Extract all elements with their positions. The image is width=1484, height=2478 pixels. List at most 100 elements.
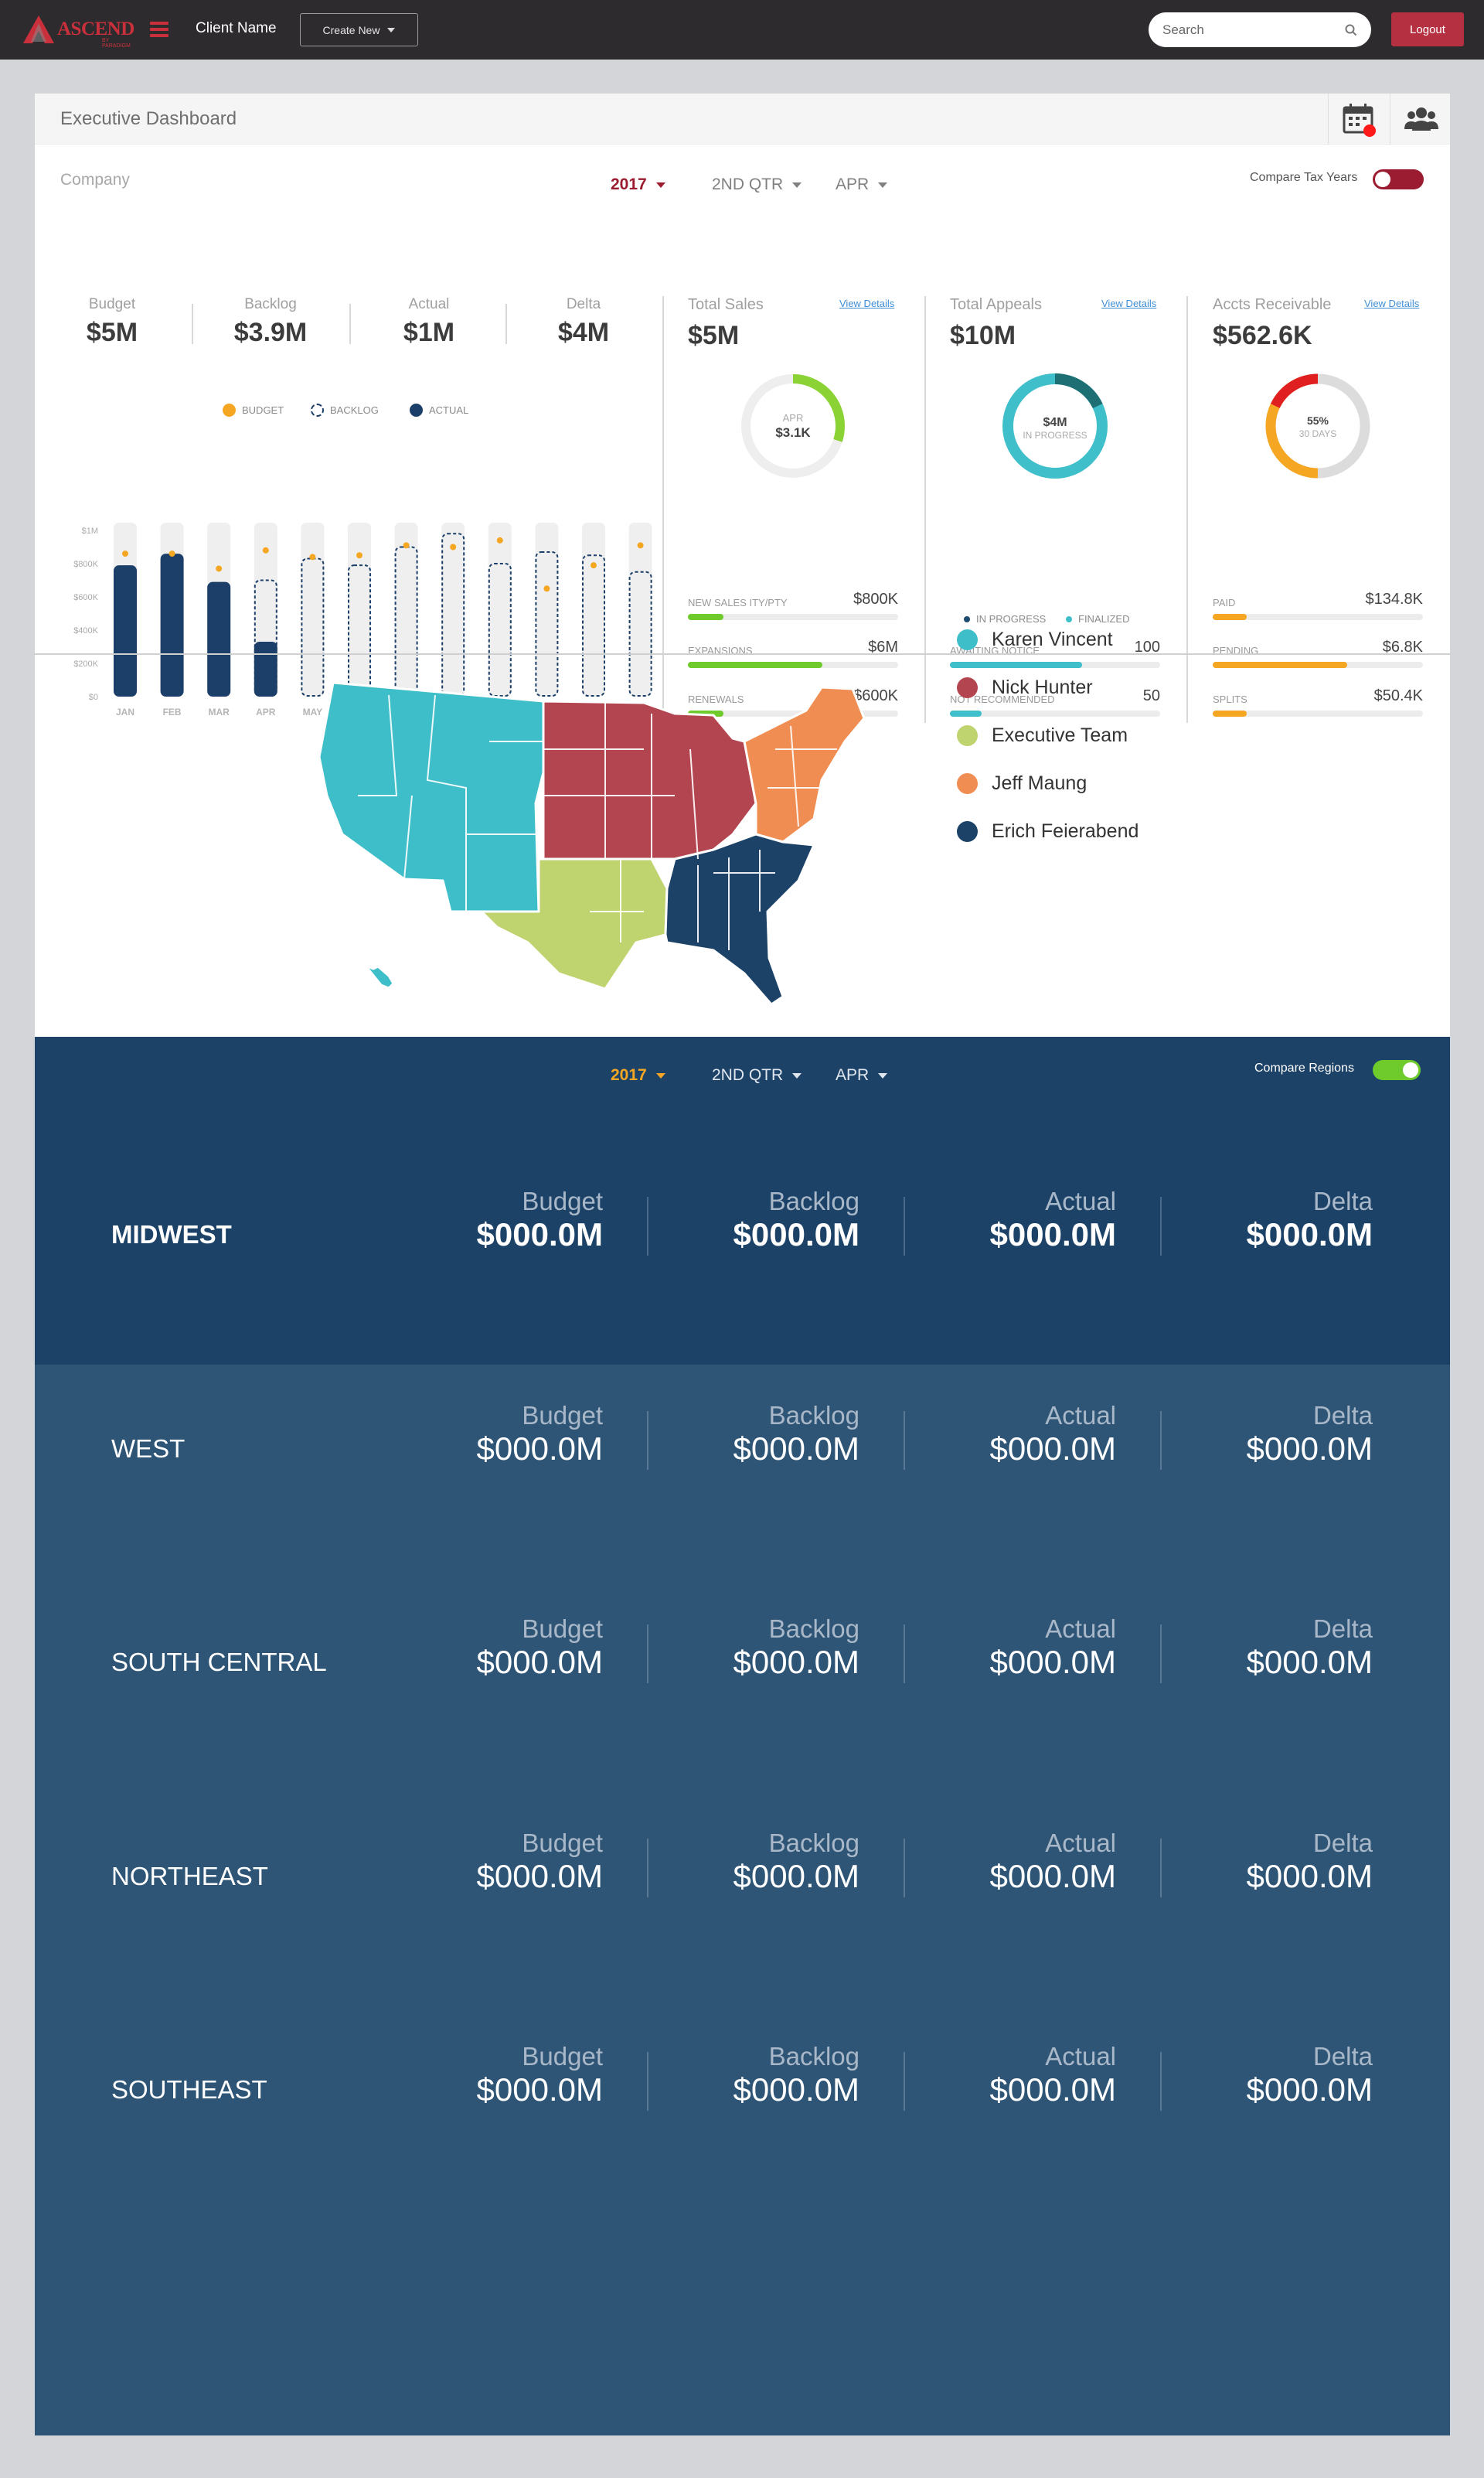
region-row-southeast[interactable]: SOUTHEAST Budget $000.0M Backlog $000.0M… [35, 2012, 1450, 2225]
backlog-bar [582, 554, 605, 697]
quarter-dropdown[interactable]: 2ND QTR [712, 176, 802, 194]
legend-label: BUDGET [242, 404, 284, 416]
divider [904, 1839, 905, 1897]
region-cell-value: $000.0M [1246, 2071, 1373, 2108]
team-button[interactable] [1390, 94, 1452, 145]
month-dropdown[interactable]: APR [836, 176, 888, 194]
map-legend-label: Executive Team [992, 724, 1128, 746]
kpi-budget: Budget $5M [66, 296, 158, 348]
view-details-link[interactable]: View Details [1101, 298, 1157, 309]
client-name[interactable]: Client Name [196, 20, 277, 36]
kpi-actual: Actual $1M [383, 296, 475, 348]
region-name: SOUTH CENTRAL [111, 1648, 327, 1676]
divider [924, 296, 926, 723]
map-legend-label: Karen Vincent [992, 629, 1113, 650]
budget-point [168, 550, 175, 557]
region-cell-value: $000.0M [733, 1430, 859, 1467]
view-details-link[interactable]: View Details [1364, 298, 1420, 309]
budget-point [450, 544, 457, 550]
panel-title: Total Appeals [950, 296, 1042, 313]
region-cell-value: $000.0M [476, 1430, 603, 1467]
region-color-dot-icon [957, 821, 978, 842]
bar-track [628, 523, 652, 697]
region-cell-label: Budget [522, 1187, 603, 1215]
regions-year-dropdown[interactable]: 2017 [611, 1066, 665, 1085]
region-row-midwest[interactable]: MIDWEST Budget $000.0M Backlog $000.0M A… [35, 1157, 1450, 1370]
donut-label: 55% [1307, 414, 1329, 427]
panel-value: $562.6K [1213, 321, 1312, 350]
x-tick-label: MAY [303, 707, 323, 717]
map-legend-item[interactable]: Nick Hunter [957, 677, 1093, 699]
divider [904, 1197, 905, 1256]
metric-bar-fill [688, 614, 724, 620]
kpi-label: Budget [88, 296, 136, 312]
region-cell-value: $000.0M [989, 1644, 1116, 1680]
budget-point [496, 537, 503, 544]
region-color-dot-icon [957, 773, 978, 794]
compare-tax-years-toggle[interactable] [1373, 169, 1424, 189]
region-row-northeast[interactable]: NORTHEAST Budget $000.0M Backlog $000.0M… [35, 1798, 1450, 2012]
create-new-dropdown[interactable]: Create New [300, 13, 418, 46]
divider [647, 1197, 648, 1256]
region-cell-backlog: Backlog $000.0M [733, 1615, 859, 1680]
region-cell-label: Actual [1045, 1187, 1116, 1215]
budget-point [637, 542, 644, 549]
year-value: 2017 [611, 176, 647, 193]
search-input[interactable] [1162, 22, 1345, 38]
divider [647, 2052, 648, 2111]
region-cell-value: $000.0M [733, 1858, 859, 1894]
backlog-dot-icon [311, 404, 324, 417]
region-cell-label: Backlog [768, 1829, 859, 1857]
map-legend-item[interactable]: Executive Team [957, 724, 1128, 747]
caret-down-icon [878, 1072, 888, 1079]
brand-logo[interactable]: ASCEND BY PARADIGM [22, 12, 134, 49]
region-cell-backlog: Backlog $000.0M [733, 2043, 859, 2108]
total-appeals-panel: Total Appeals View Details $10M $4M IN P… [950, 296, 1160, 729]
backlog-bar [254, 579, 277, 697]
divider [505, 304, 507, 344]
backlog-bar [488, 563, 512, 697]
logout-button[interactable]: Logout [1391, 12, 1464, 46]
midwest-region [542, 700, 757, 861]
regions-month-dropdown[interactable]: APR [836, 1066, 888, 1085]
region-cell-value: $000.0M [989, 1858, 1116, 1894]
kpi-label: Delta [566, 296, 601, 312]
map-legend-item[interactable]: Erich Feierabend [957, 820, 1139, 843]
executive-dashboard-card: Executive Dashboard Company 2017 2ND QTR… [35, 94, 1450, 1037]
receivable-donut: 55% 30 DAYS [1265, 373, 1370, 479]
chevron-down-icon [387, 27, 396, 32]
y-tick-label: $800K [73, 560, 98, 569]
calendar-icon [1343, 104, 1376, 137]
search-icon[interactable] [1345, 24, 1357, 36]
caret-down-icon [792, 182, 802, 188]
y-tick-label: $0 [89, 693, 98, 702]
region-cell-value: $000.0M [476, 1858, 603, 1894]
legend-label: BACKLOG [330, 404, 379, 416]
view-details-link[interactable]: View Details [839, 298, 895, 309]
divider [192, 304, 193, 344]
region-cell-budget: Budget $000.0M [477, 1402, 603, 1467]
calendar-button[interactable] [1328, 94, 1390, 145]
actual-dot-icon [410, 404, 423, 417]
region-row-west[interactable]: WEST Budget $000.0M Backlog $000.0M Actu… [35, 1371, 1450, 1584]
year-dropdown[interactable]: 2017 [611, 176, 665, 194]
divider [349, 304, 351, 344]
region-cell-label: Budget [522, 2042, 603, 2071]
region-cell-value: $000.0M [989, 1430, 1116, 1467]
map-legend-item[interactable]: Karen Vincent [957, 629, 1113, 651]
metric-bar-fill [688, 711, 724, 717]
quarter-value: 2ND QTR [712, 1066, 784, 1084]
region-cell-value: $000.0M [1246, 1430, 1373, 1467]
region-cell-delta: Delta $000.0M [1247, 1615, 1373, 1680]
regions-quarter-dropdown[interactable]: 2ND QTR [712, 1066, 802, 1085]
company-label[interactable]: Company [60, 171, 130, 189]
region-cell-label: Backlog [768, 2042, 859, 2071]
caret-down-icon [655, 182, 665, 188]
region-cell-delta: Delta $000.0M [1247, 2043, 1373, 2108]
region-row-south-central[interactable]: SOUTH CENTRAL Budget $000.0M Backlog $00… [35, 1584, 1450, 1798]
map-legend-item[interactable]: Jeff Maung [957, 772, 1087, 795]
compare-regions-toggle[interactable] [1373, 1060, 1421, 1080]
region-cell-label: Delta [1312, 1401, 1373, 1430]
region-cell-delta: Delta $000.0M [1247, 1402, 1373, 1467]
menu-icon[interactable] [150, 22, 168, 37]
